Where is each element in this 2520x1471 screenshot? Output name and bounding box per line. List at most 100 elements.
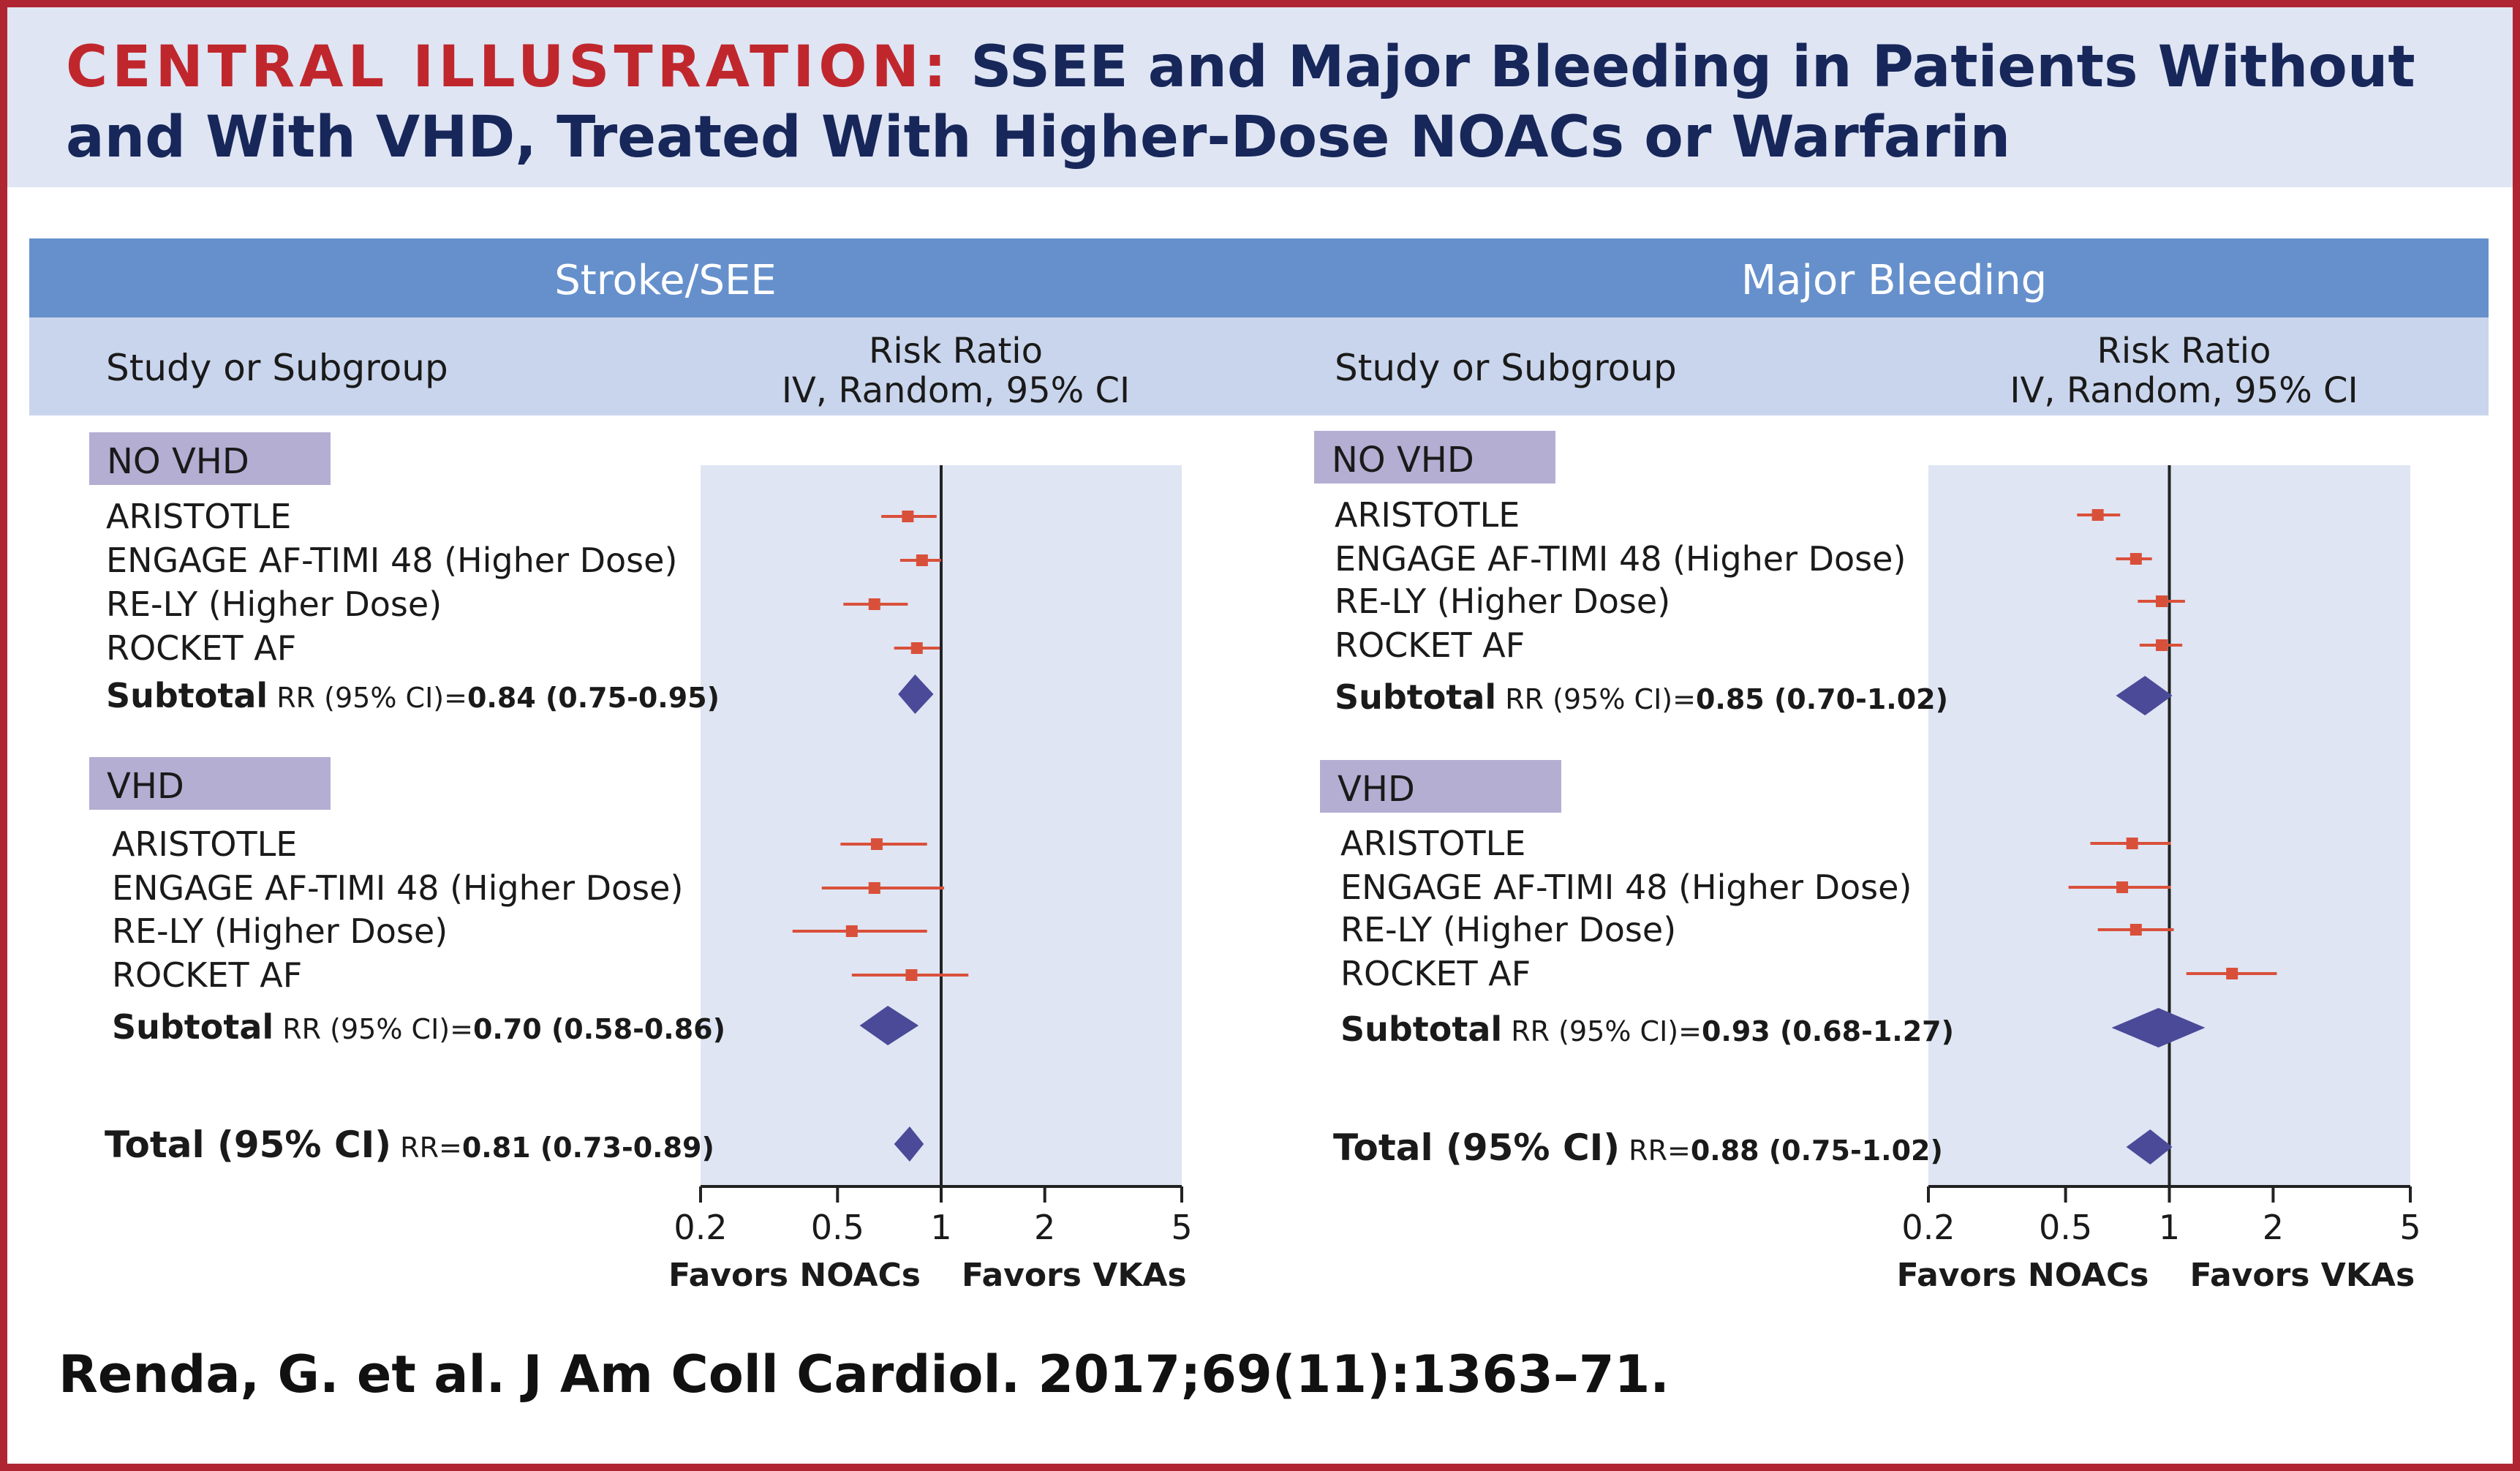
study-name: RE-LY (Higher Dose): [106, 584, 442, 624]
subtotal-value: 0.84 (0.75-0.95): [467, 682, 720, 714]
subtotal-label: Subtotal RR (95% CI)=0.84 (0.75-0.95): [106, 676, 720, 715]
study-point: [2126, 838, 2138, 849]
study-point: [845, 925, 858, 937]
group-label-box: [1314, 431, 1555, 484]
group-label-box: [1320, 760, 1561, 813]
study-point: [2155, 639, 2168, 651]
total-diamond: [2126, 1129, 2173, 1165]
column-header-study: Study or Subgroup: [106, 347, 448, 389]
panel-title: Major Bleeding: [1741, 257, 2047, 304]
subtotal-label: Subtotal RR (95% CI)=0.93 (0.68-1.27): [1340, 1009, 1954, 1049]
subtotal-value: 0.85 (0.70-1.02): [1696, 683, 1948, 715]
x-tick-label: 5: [2399, 1208, 2421, 1247]
column-header-method: IV, Random, 95% CI: [782, 370, 1130, 411]
x-tick-label: 0.2: [1901, 1208, 1955, 1247]
subtotal-diamond: [859, 1006, 919, 1045]
axis-label-favors-noacs: Favors NOACs: [668, 1257, 921, 1294]
group-label: NO VHD: [107, 441, 249, 482]
study-point: [910, 642, 923, 654]
study-point: [870, 838, 883, 850]
subtotal-label: Subtotal RR (95% CI)=0.70 (0.58-0.86): [112, 1007, 725, 1047]
subtotal-prefix: RR (95% CI)=: [268, 682, 467, 714]
subtotal-value: 0.93 (0.68-1.27): [1702, 1015, 1954, 1047]
study-name: ARISTOTLE: [1340, 824, 1525, 863]
study-name: ENGAGE AF-TIMI 48 (Higher Dose): [1340, 868, 1912, 907]
x-tick-label: 1: [930, 1208, 951, 1247]
total-diamond: [894, 1126, 924, 1162]
group-label: VHD: [1338, 769, 1415, 810]
study-name: ENGAGE AF-TIMI 48 (Higher Dose): [1335, 539, 1906, 579]
study-point: [2116, 881, 2129, 893]
subtotal-prefix: RR (95% CI)=: [273, 1013, 473, 1045]
subtotal-label: Subtotal RR (95% CI)=0.85 (0.70-1.02): [1335, 677, 1948, 717]
study-name: ARISTOTLE: [1335, 495, 1520, 535]
total-prefix: RR=: [1620, 1135, 1691, 1167]
study-name: ARISTOTLE: [106, 497, 291, 536]
total-word: Total (95% CI): [105, 1124, 391, 1166]
x-tick-label: 1: [2159, 1208, 2180, 1247]
study-name: RE-LY (Higher Dose): [1340, 910, 1676, 949]
figure-title: CENTRAL ILLUSTRATION: SSEE and Major Ble…: [66, 32, 2479, 173]
subtotal-diamond: [2116, 676, 2173, 715]
column-header-study: Study or Subgroup: [1335, 347, 1677, 389]
column-header-method: IV, Random, 95% CI: [2010, 370, 2358, 411]
study-point: [2155, 595, 2168, 607]
x-tick-label: 0.5: [2039, 1208, 2092, 1247]
group-label: NO VHD: [1332, 440, 1474, 481]
study-name: ENGAGE AF-TIMI 48 (Higher Dose): [106, 541, 677, 580]
column-header-risk-ratio: Risk Ratio: [2097, 331, 2271, 372]
subtotal-word: Subtotal: [106, 676, 268, 715]
total-prefix: RR=: [391, 1132, 462, 1164]
citation: Renda, G. et al. J Am Coll Cardiol. 2017…: [59, 1344, 1670, 1404]
study-point: [905, 969, 918, 981]
study-name: RE-LY (Higher Dose): [1335, 582, 1670, 621]
study-point: [2226, 968, 2238, 979]
total-value: 0.81 (0.73-0.89): [462, 1132, 714, 1164]
x-tick-label: 0.5: [811, 1208, 864, 1247]
study-name: RE-LY (Higher Dose): [112, 911, 448, 951]
study-name: ROCKET AF: [112, 955, 302, 995]
study-name: ROCKET AF: [106, 628, 296, 668]
study-name: ROCKET AF: [1340, 954, 1531, 993]
total-value: 0.88 (0.75-1.02): [1691, 1135, 1943, 1167]
title-band: CENTRAL ILLUSTRATION: SSEE and Major Ble…: [7, 7, 2513, 187]
total-label: Total (95% CI) RR=0.88 (0.75-1.02): [1333, 1126, 1943, 1169]
subtotal-value: 0.70 (0.58-0.86): [473, 1013, 725, 1045]
study-point: [916, 554, 928, 566]
subtotal-diamond: [898, 674, 934, 714]
study-name: ROCKET AF: [1335, 625, 1525, 665]
axis-label-favors-vkas: Favors VKAs: [2190, 1257, 2415, 1294]
study-point: [2129, 553, 2142, 565]
study-point: [902, 511, 914, 522]
study-point: [2091, 509, 2104, 521]
panel-title: Stroke/SEE: [554, 257, 777, 304]
axis-label-favors-noacs: Favors NOACs: [1897, 1257, 2149, 1294]
study-name: ARISTOTLE: [112, 824, 297, 864]
group-label: VHD: [107, 766, 184, 807]
group-label-box: [89, 757, 331, 810]
column-header-risk-ratio: Risk Ratio: [869, 331, 1043, 372]
total-label: Total (95% CI) RR=0.81 (0.73-0.89): [105, 1124, 714, 1166]
subtotal-word: Subtotal: [1335, 677, 1496, 717]
subtotal-prefix: RR (95% CI)=: [1496, 683, 1696, 715]
x-tick-label: 0.2: [674, 1208, 727, 1247]
x-tick-label: 2: [1034, 1208, 1055, 1247]
subtotal-word: Subtotal: [1340, 1009, 1502, 1049]
panel-header-band: [29, 238, 2489, 317]
group-label-box: [89, 432, 331, 485]
study-point: [2129, 924, 2142, 936]
subtotal-word: Subtotal: [112, 1007, 273, 1047]
x-tick-label: 5: [1171, 1208, 1192, 1247]
subtotal-diamond: [2111, 1008, 2206, 1047]
title-rest: SSEE and Major Bleeding in Patients With…: [66, 34, 2415, 170]
study-name: ENGAGE AF-TIMI 48 (Higher Dose): [112, 868, 683, 908]
study-point: [868, 882, 880, 894]
title-lead: CENTRAL ILLUSTRATION:: [66, 34, 951, 100]
subtotal-prefix: RR (95% CI)=: [1502, 1015, 1702, 1047]
total-word: Total (95% CI): [1333, 1126, 1620, 1169]
x-tick-label: 2: [2263, 1208, 2284, 1247]
study-point: [868, 598, 880, 610]
axis-label-favors-vkas: Favors VKAs: [962, 1257, 1187, 1294]
column-header-band: [29, 317, 2489, 415]
